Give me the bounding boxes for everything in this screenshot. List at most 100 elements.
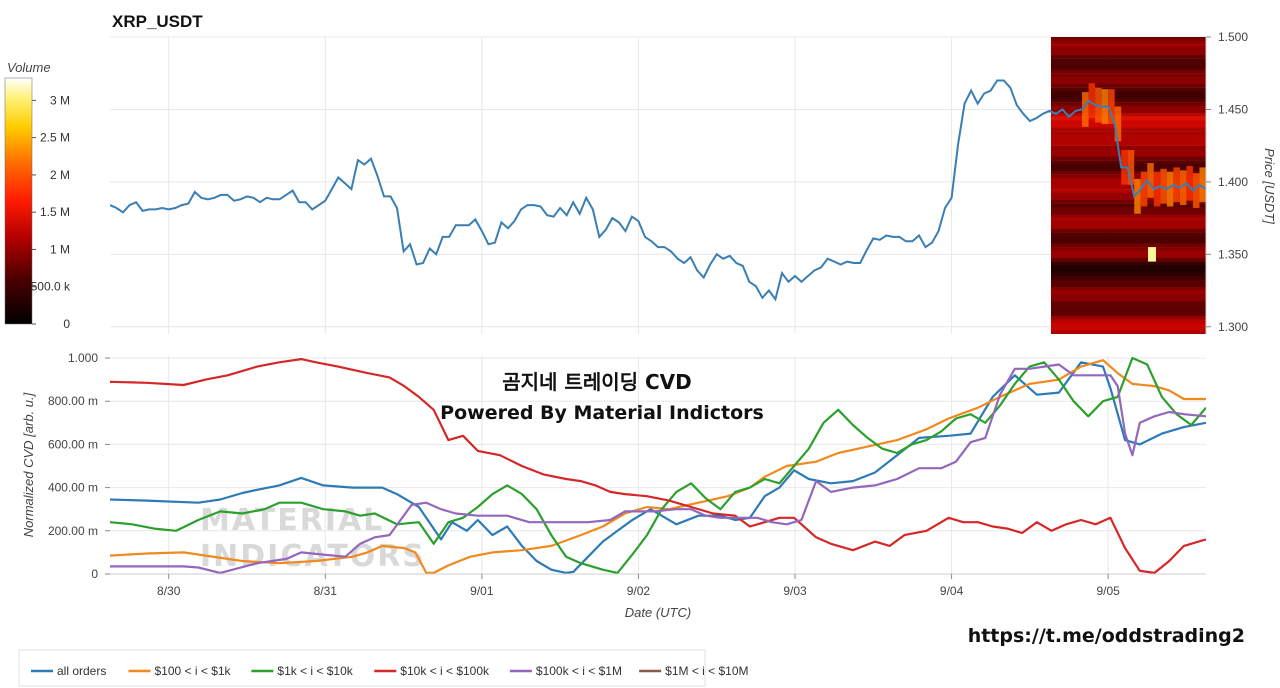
heatmap-cell bbox=[1051, 301, 1206, 309]
price-series-line bbox=[110, 79, 1206, 302]
price-panel-bg bbox=[110, 37, 1206, 334]
heatmap-cell bbox=[1051, 120, 1206, 128]
heatmap-cell bbox=[1051, 294, 1206, 302]
heatmap-cell bbox=[1051, 127, 1206, 135]
heatmap-cell bbox=[1114, 106, 1122, 142]
x-tick-label: 8/30 bbox=[157, 584, 181, 598]
x-tick-label: 9/03 bbox=[783, 584, 807, 598]
price-tick-label: 1.400 bbox=[1218, 175, 1248, 189]
heatmap-cell bbox=[1186, 165, 1193, 201]
heatmap-cell bbox=[1051, 37, 1206, 41]
heatmap-cell bbox=[1051, 279, 1206, 287]
heatmap-cell bbox=[1140, 171, 1148, 207]
colorbar-tick-label: 0 bbox=[63, 317, 70, 331]
heatmap-cell bbox=[1173, 167, 1180, 203]
price-panel: 1.300 1.350 1.400 1.450 1.500 Price [USDT] bbox=[110, 30, 1277, 334]
cvd-tick-label: 0 bbox=[91, 567, 98, 581]
price-tick-label: 1.300 bbox=[1218, 320, 1248, 334]
heatmap-cell bbox=[1179, 170, 1187, 206]
cvd-tick-label: 200.00 m bbox=[48, 524, 98, 538]
cvd-panel-bg bbox=[110, 356, 1206, 574]
legend-label: $1M < i < $10M bbox=[665, 664, 748, 678]
watermark-line-1: MATERIAL bbox=[200, 503, 384, 538]
legend-label: all orders bbox=[57, 664, 106, 678]
colorbar-label: Volume bbox=[7, 60, 51, 75]
telegram-link[interactable]: https://t.me/oddstrading2 bbox=[968, 625, 1245, 647]
cvd-tick-label: 400.00 m bbox=[48, 481, 98, 495]
heatmap-cell bbox=[1051, 323, 1206, 331]
heatmap-cell bbox=[1051, 142, 1206, 150]
heatmap-cell bbox=[1051, 308, 1206, 316]
colorbar-tick-label: 500.0 k bbox=[31, 280, 71, 294]
watermark: MATERIAL INDICATORS bbox=[200, 503, 424, 574]
heatmap-cell bbox=[1051, 207, 1206, 215]
legend-label: $1k < i < $10k bbox=[277, 664, 353, 678]
heatmap-cell bbox=[1051, 98, 1206, 106]
heatmap-cell bbox=[1051, 192, 1206, 200]
heatmap-cell bbox=[1051, 185, 1206, 193]
heatmap-cell bbox=[1051, 236, 1206, 244]
heatmap-cell bbox=[1051, 76, 1206, 85]
heatmap-cell bbox=[1051, 47, 1206, 56]
heatmap-cell bbox=[1051, 221, 1206, 229]
heatmap-cell bbox=[1051, 214, 1206, 222]
heatmap-cell bbox=[1051, 40, 1206, 48]
heatmap-cell bbox=[1051, 69, 1206, 77]
legend-label: $10k < i < $100k bbox=[400, 664, 490, 678]
cvd-series-line bbox=[110, 356, 1206, 574]
colorbar-tick-label: 2 M bbox=[50, 168, 70, 182]
chart-title: XRP_USDT bbox=[112, 12, 203, 31]
heatmap-cell bbox=[1051, 228, 1206, 237]
heatmap-cell bbox=[1051, 243, 1206, 251]
heatmap-cell bbox=[1051, 134, 1206, 143]
legend: all orders $100 < i < $1k $1k < i < $10k $1… bbox=[18, 649, 749, 687]
heatmap-cell bbox=[1108, 89, 1115, 124]
heatmap-cell bbox=[1051, 257, 1206, 266]
heatmap-cell bbox=[1051, 286, 1206, 295]
heatmap-cell bbox=[1199, 167, 1206, 203]
legend-box bbox=[18, 649, 706, 687]
heatmap-cell bbox=[1127, 150, 1135, 185]
cvd-panel: MATERIAL INDICATORS 0 200.00 m 400.00 m 600… bbox=[21, 351, 1206, 620]
cvd-series-line bbox=[110, 358, 1206, 574]
heatmap-cell bbox=[1160, 168, 1167, 204]
heatmap-cell bbox=[1166, 171, 1174, 207]
heatmap-cell bbox=[1088, 83, 1096, 119]
heatmap-cell bbox=[1134, 178, 1141, 214]
x-tick-label: 9/02 bbox=[627, 584, 651, 598]
heatmap-cell bbox=[1192, 173, 1200, 208]
cvd-tick-label: 1.000 bbox=[68, 351, 98, 365]
colorbar-gradient bbox=[4, 77, 33, 325]
cvd-tick-label: 800.00 m bbox=[48, 394, 98, 408]
x-tick-label: 9/05 bbox=[1096, 584, 1120, 598]
heatmap-cell bbox=[1082, 92, 1089, 127]
heatmap-cell bbox=[1051, 330, 1206, 334]
legend-label: $100 < i < $1k bbox=[155, 664, 232, 678]
heatmap-cell bbox=[1051, 62, 1206, 70]
heatmap-cell bbox=[1147, 163, 1154, 198]
colorbar-tick-label: 2.5 M bbox=[40, 131, 70, 145]
colorbar: Volume 3 M 2.5 M 2 M 1.5 M 1 M 500.0 k 0 bbox=[4, 60, 71, 331]
x-tick-label: 8/31 bbox=[314, 584, 338, 598]
heatmap-cell bbox=[1051, 105, 1206, 114]
colorbar-tick-label: 1 M bbox=[50, 242, 70, 256]
heatmap-cell bbox=[1051, 250, 1206, 258]
price-tick-label: 1.350 bbox=[1218, 247, 1248, 261]
x-axis-label: Date (UTC) bbox=[625, 605, 691, 620]
heatmap-cell bbox=[1051, 84, 1206, 92]
heatmap-cell bbox=[1051, 91, 1206, 99]
cvd-axis-label: Normalized CVD [arb. u.] bbox=[21, 392, 36, 537]
price-tick-label: 1.450 bbox=[1218, 102, 1248, 116]
x-tick-label: 9/04 bbox=[940, 584, 964, 598]
heatmap-cell bbox=[1051, 55, 1206, 63]
heatmap-cell bbox=[1051, 113, 1206, 121]
colorbar-tick-label: 1.5 M bbox=[40, 205, 70, 219]
legend-label: $100k < i < $1M bbox=[536, 664, 622, 678]
price-axis-label: Price [USDT] bbox=[1262, 148, 1277, 224]
heatmap-hotspot bbox=[1148, 247, 1156, 262]
colorbar-tick-label: 3 M bbox=[50, 93, 70, 107]
x-tick-label: 9/01 bbox=[470, 584, 494, 598]
overlay-subtitle: Powered By Material Indictors bbox=[440, 402, 764, 424]
heatmap-cell bbox=[1051, 265, 1206, 273]
